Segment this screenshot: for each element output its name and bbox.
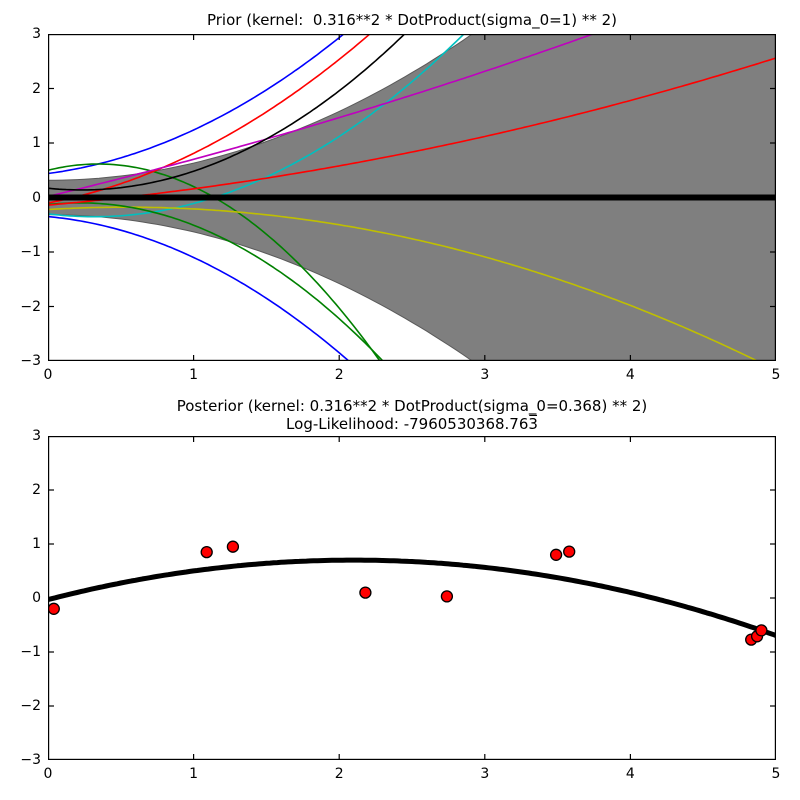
- prior-sample-curve-6: [48, 206, 760, 361]
- data-point: [200, 545, 213, 559]
- posterior-x-tick-label: 1: [189, 766, 199, 782]
- prior-y-tick-label: −2: [20, 298, 41, 315]
- posterior-y-tick-label: 3: [32, 428, 41, 444]
- prior-sample-curve-7: [48, 34, 406, 191]
- data-point: [563, 545, 576, 558]
- posterior-x-tick-label: 5: [771, 766, 781, 782]
- posterior-plot-canvas: [48, 436, 776, 760]
- posterior-y-tick-label: −2: [20, 698, 41, 714]
- prior-x-tick-label: 4: [625, 367, 635, 383]
- prior-x-tick-label: 1: [189, 367, 199, 383]
- prior-plot-canvas: [48, 34, 776, 361]
- data-point: [440, 590, 454, 603]
- prior-sample-curve-8: [48, 215, 350, 361]
- posterior-axes: [48, 436, 776, 760]
- prior-x-tick-label: 2: [334, 367, 344, 383]
- posterior-log-likelihood-subtitle: Log-Likelihood: -7960530368.763̅: [286, 415, 538, 433]
- prior-sample-curve-3: [48, 34, 372, 204]
- prior-sample-curve-9: [48, 202, 385, 361]
- prior-y-tick-label: 2: [32, 80, 41, 97]
- prior-sample-curve-5: [48, 34, 596, 198]
- posterior-x-tick-label: 2: [334, 766, 344, 782]
- posterior-y-tick-label: 0: [32, 590, 41, 606]
- prior-y-tick-label: 0: [32, 189, 41, 206]
- posterior-y-tick-label: −3: [20, 752, 41, 768]
- axes-frame: [48, 34, 776, 361]
- posterior-y-tick-label: 2: [32, 482, 41, 498]
- data-point: [755, 624, 768, 637]
- posterior-x-tick-label: 3: [480, 766, 490, 782]
- data-point: [359, 586, 372, 599]
- posterior-x-tick-label: 4: [625, 766, 635, 782]
- prior-y-tick-label: 3: [32, 26, 41, 42]
- posterior-y-tick-label: −1: [20, 644, 41, 660]
- data-point: [226, 540, 240, 553]
- posterior-mean-line: [48, 557, 776, 638]
- prior-x-tick-label: 0: [43, 367, 53, 383]
- prior-sample-curve-2: [48, 163, 381, 361]
- prior-x-tick-label: 5: [771, 367, 781, 383]
- prior-y-tick-label: 1: [32, 135, 41, 151]
- data-point: [48, 602, 60, 615]
- posterior-plot-title: Posterior (kernel: 0.316**2 * DotProduct…: [176, 397, 648, 415]
- prior-axes: [48, 34, 776, 361]
- posterior-x-tick-label: 0: [43, 766, 53, 782]
- prior-y-tick-label: −1: [20, 244, 41, 260]
- prior-sample-curve-4: [48, 34, 466, 218]
- data-point: [549, 548, 563, 561]
- prior-sample-curve-1: [48, 34, 345, 175]
- prior-sample-curve-10: [48, 57, 776, 206]
- prior-y-tick-label: −3: [20, 353, 41, 369]
- axes-frame: [48, 436, 776, 760]
- posterior-y-tick-label: 1: [32, 536, 41, 552]
- prior-plot-title: Prior (kernel: 0.316**2 * DotProduct(sig…: [206, 11, 618, 29]
- prior-x-tick-label: 3: [480, 367, 490, 383]
